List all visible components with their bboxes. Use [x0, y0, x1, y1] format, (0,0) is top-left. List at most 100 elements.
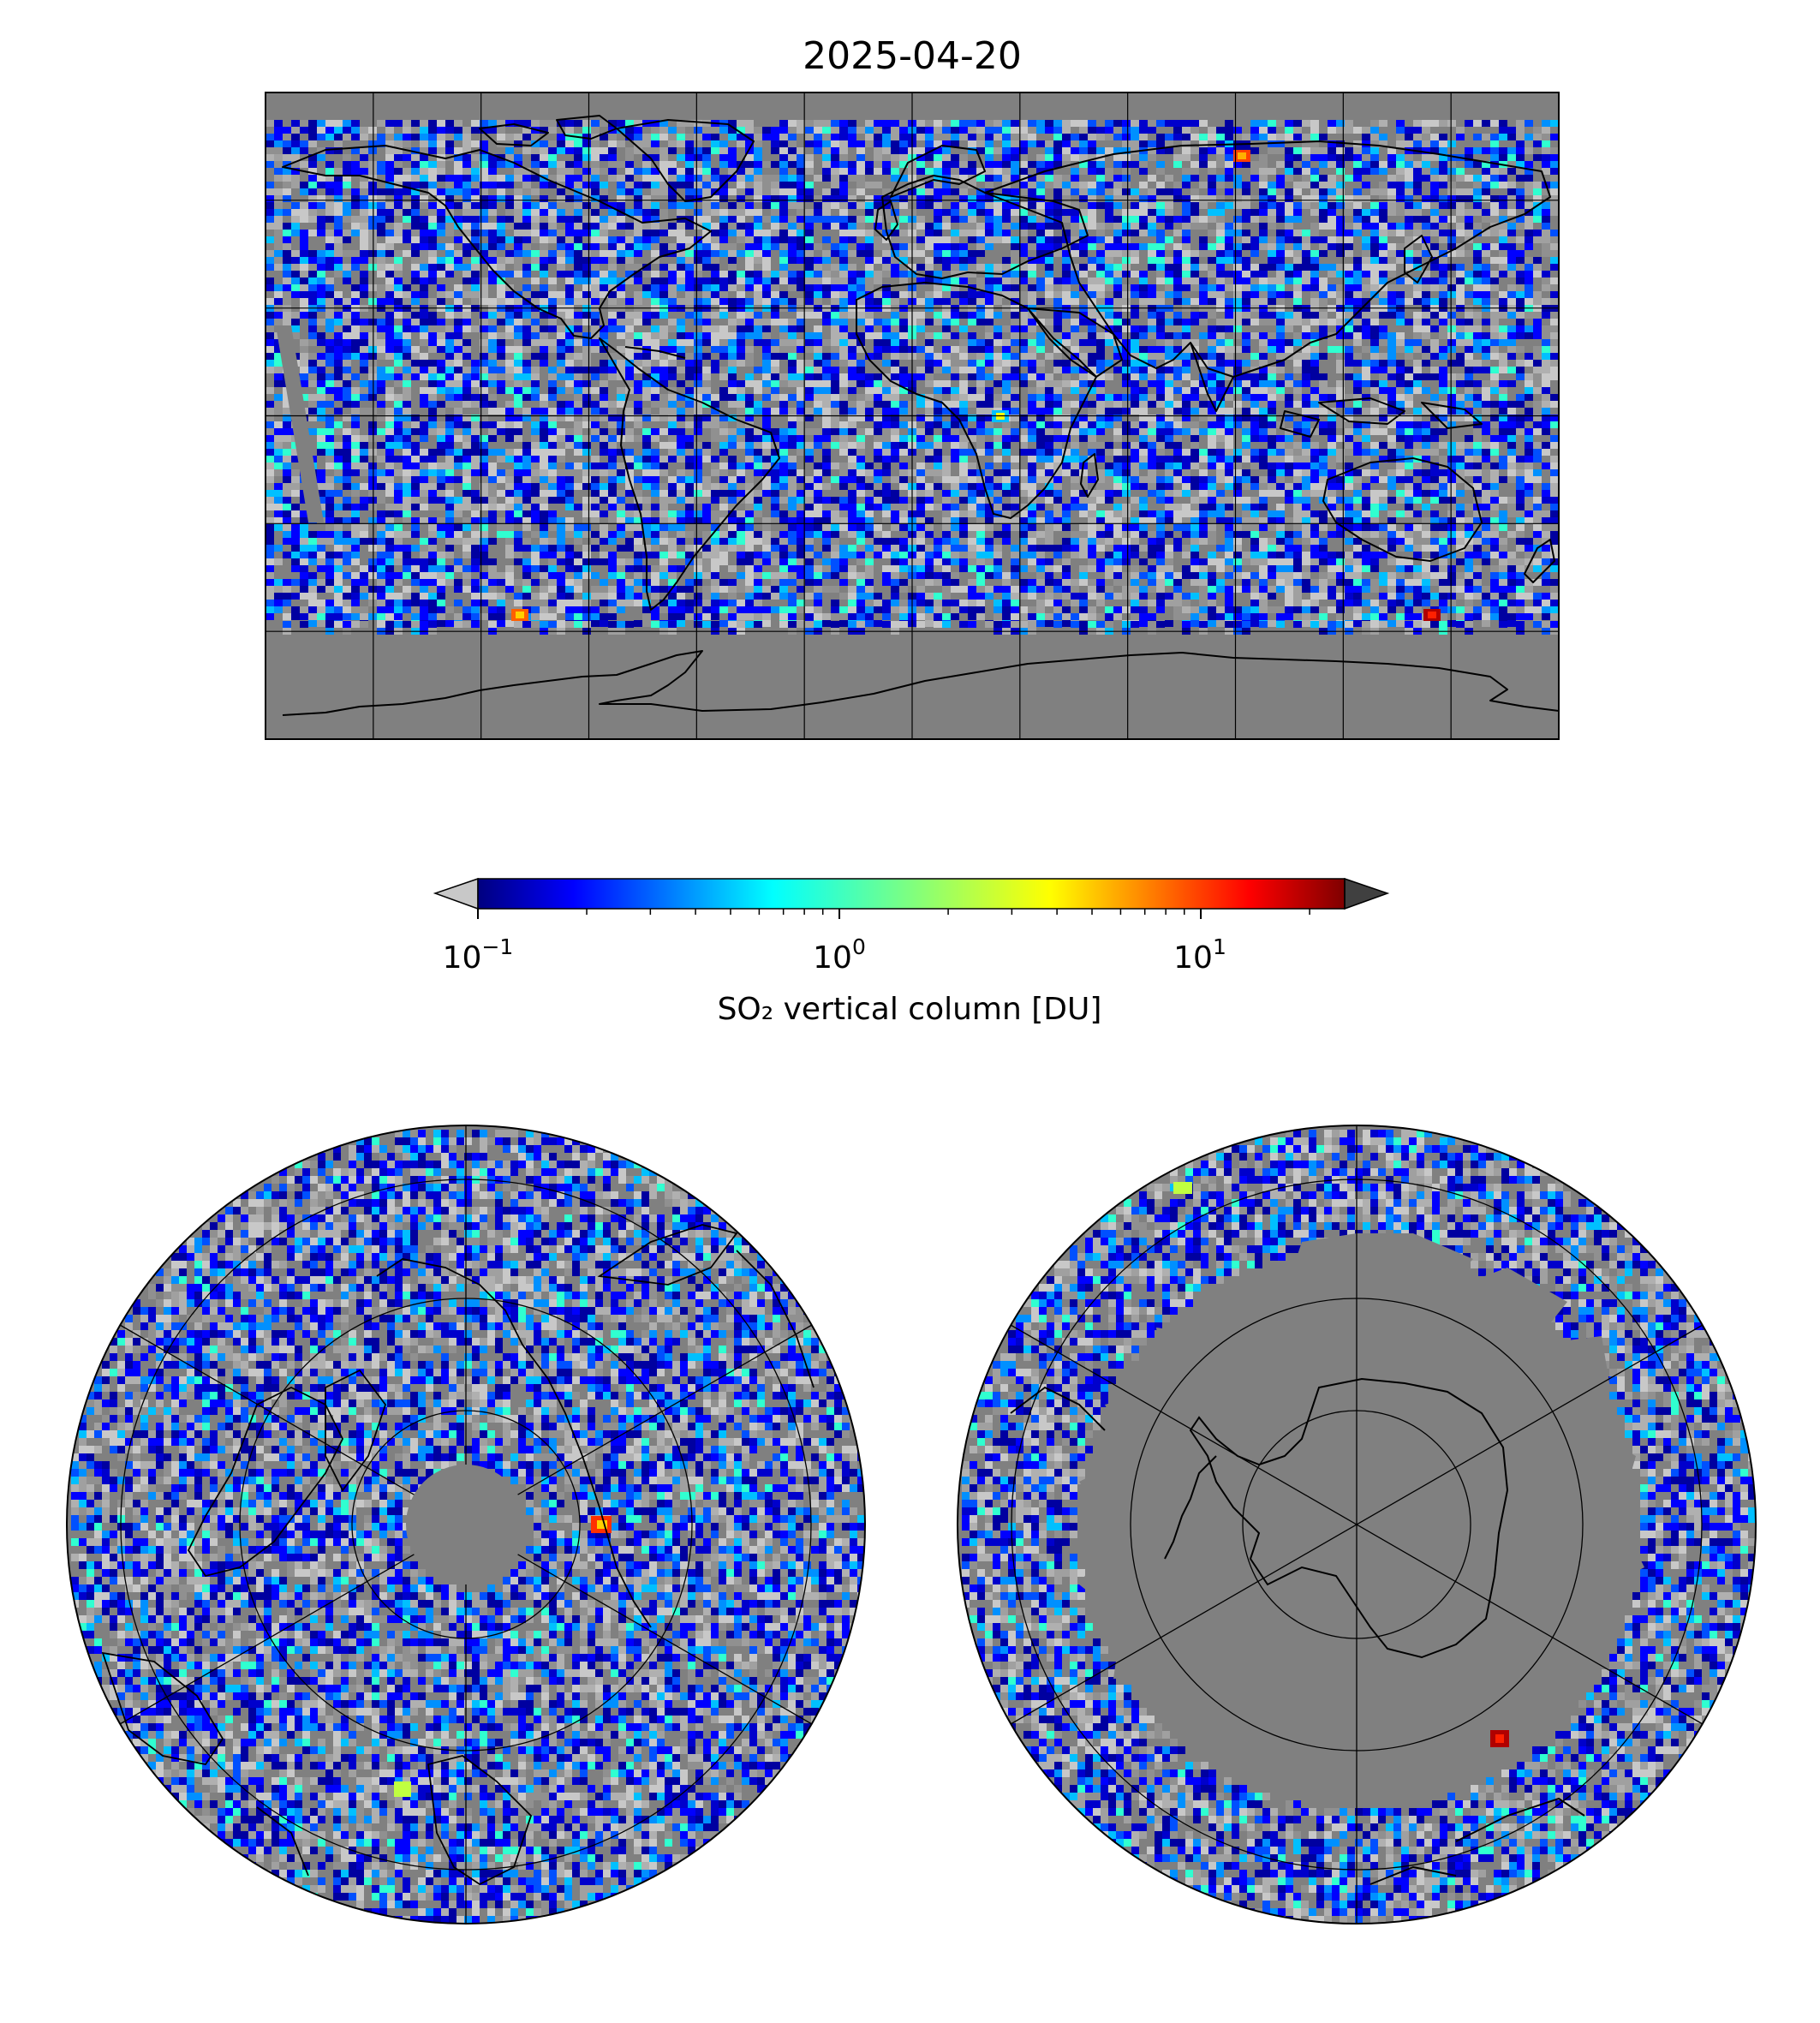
data-pixel	[325, 387, 334, 394]
data-pixel	[874, 277, 882, 284]
data-pixel	[1225, 373, 1233, 380]
data-pixel	[994, 360, 1002, 367]
data-pixel	[1208, 216, 1216, 223]
data-pixel	[1379, 202, 1387, 209]
data-pixel	[1362, 360, 1370, 367]
data-pixel	[1328, 291, 1336, 298]
data-pixel	[1482, 134, 1490, 140]
data-pixel	[865, 127, 874, 134]
data-pixel	[694, 298, 702, 305]
data-pixel	[634, 182, 642, 188]
data-pixel	[1088, 257, 1096, 264]
data-pixel	[462, 161, 471, 168]
data-pixel	[1285, 175, 1293, 182]
data-pixel	[308, 127, 317, 134]
data-pixel	[899, 373, 908, 380]
data-pixel	[1473, 277, 1482, 284]
data-pixel	[454, 120, 462, 127]
data-pixel	[617, 195, 625, 202]
data-pixel	[420, 332, 428, 339]
data-pixel	[1456, 380, 1465, 387]
data-pixel	[762, 127, 771, 134]
data-pixel	[1079, 182, 1088, 188]
data-pixel	[1233, 264, 1242, 271]
data-pixel	[360, 360, 368, 367]
data-pixel	[274, 394, 283, 401]
data-pixel	[1036, 346, 1045, 353]
data-pixel	[1259, 353, 1268, 360]
data-pixel	[1525, 147, 1533, 154]
data-pixel	[1310, 353, 1319, 360]
data-pixel	[848, 373, 856, 380]
data-pixel	[1396, 195, 1405, 202]
data-pixel	[1482, 387, 1490, 394]
data-pixel	[839, 120, 848, 127]
data-pixel	[497, 134, 505, 140]
data-pixel	[1199, 264, 1208, 271]
data-pixel	[1190, 387, 1199, 394]
data-pixel	[1516, 168, 1525, 175]
data-pixel	[942, 291, 951, 298]
data-pixel	[625, 353, 634, 360]
data-pixel	[865, 216, 874, 223]
data-pixel	[976, 264, 985, 271]
data-pixel	[994, 332, 1002, 339]
data-pixel	[540, 332, 548, 339]
data-pixel	[480, 209, 488, 216]
data-pixel	[1353, 291, 1362, 298]
data-pixel	[428, 209, 437, 216]
data-pixel	[1122, 182, 1131, 188]
data-pixel	[1516, 188, 1525, 195]
data-pixel	[1285, 277, 1293, 284]
data-pixel	[1542, 284, 1550, 291]
data-pixel	[1165, 202, 1173, 209]
data-pixel	[737, 188, 745, 195]
data-pixel	[1499, 298, 1507, 305]
data-pixel	[1139, 298, 1148, 305]
data-pixel	[360, 346, 368, 353]
data-pixel	[1490, 339, 1499, 346]
data-pixel	[368, 195, 377, 202]
data-pixel	[1113, 175, 1122, 182]
data-pixel	[1028, 367, 1036, 373]
data-pixel	[702, 195, 711, 202]
data-pixel	[994, 380, 1002, 387]
data-pixel	[343, 271, 351, 277]
data-pixel	[360, 284, 368, 291]
data-pixel	[1319, 154, 1328, 161]
data-pixel	[420, 312, 428, 319]
data-pixel	[1542, 312, 1550, 319]
data-pixel	[334, 134, 343, 140]
data-pixel	[891, 250, 899, 257]
data-pixel	[497, 216, 505, 223]
data-pixel	[1473, 161, 1482, 168]
data-pixel	[1053, 154, 1062, 161]
data-pixel	[754, 339, 762, 346]
data-pixel	[934, 319, 942, 325]
data-pixel	[925, 120, 934, 127]
data-pixel	[1353, 223, 1362, 230]
data-pixel	[1387, 367, 1396, 373]
data-pixel	[428, 236, 437, 243]
data-pixel	[831, 250, 839, 257]
data-pixel	[1319, 223, 1328, 230]
data-pixel	[1439, 168, 1447, 175]
data-pixel	[934, 250, 942, 257]
data-pixel	[488, 243, 497, 250]
data-pixel	[642, 319, 651, 325]
data-pixel	[1285, 243, 1293, 250]
data-pixel	[891, 291, 899, 298]
data-pixel	[1268, 202, 1276, 209]
data-pixel	[788, 154, 797, 161]
data-pixel	[659, 195, 668, 202]
data-pixel	[728, 298, 737, 305]
data-pixel	[1413, 209, 1422, 216]
data-pixel	[1233, 257, 1242, 264]
data-pixel	[1028, 120, 1036, 127]
data-pixel	[994, 298, 1002, 305]
data-pixel	[1533, 367, 1542, 373]
data-pixel	[1250, 147, 1259, 154]
data-pixel	[1362, 216, 1370, 223]
data-pixel	[1293, 353, 1302, 360]
data-pixel	[771, 161, 779, 168]
